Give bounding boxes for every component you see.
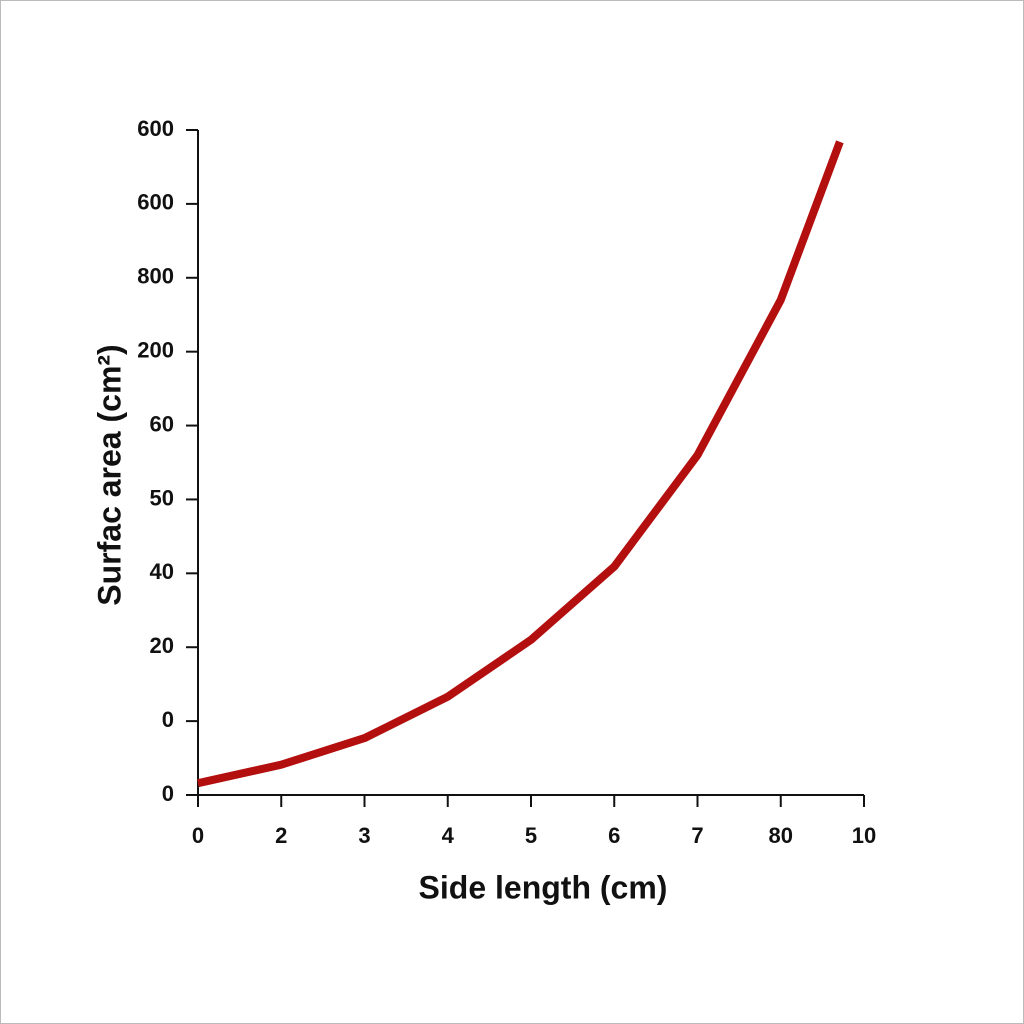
y-tick-label: 60 <box>150 411 174 436</box>
y-tick-label: 40 <box>150 559 174 584</box>
y-tick-label: 0 <box>162 707 174 732</box>
y-tick-label: 50 <box>150 485 174 510</box>
x-tick-label: 0 <box>192 823 204 848</box>
x-tick-label: 5 <box>525 823 537 848</box>
data-line <box>197 140 844 788</box>
x-axis-title: Side length (cm) <box>419 869 668 905</box>
y-axis-title: Surfac area (cm²) <box>91 344 127 605</box>
x-tick-label: 3 <box>358 823 370 848</box>
x-tick-label: 7 <box>691 823 703 848</box>
x-tick-label: 10 <box>852 823 876 848</box>
x-tick-label: 80 <box>769 823 793 848</box>
y-tick-label: 600 <box>137 190 174 215</box>
x-tick-label: 6 <box>608 823 620 848</box>
y-tick-label: 0 <box>162 781 174 806</box>
x-tick-label: 4 <box>442 823 455 848</box>
x-tick-label: 2 <box>275 823 287 848</box>
y-tick-label: 600 <box>137 116 174 141</box>
y-tick-label: 20 <box>150 633 174 658</box>
y-tick-label: 200 <box>137 337 174 362</box>
y-tick-label: 800 <box>137 264 174 289</box>
